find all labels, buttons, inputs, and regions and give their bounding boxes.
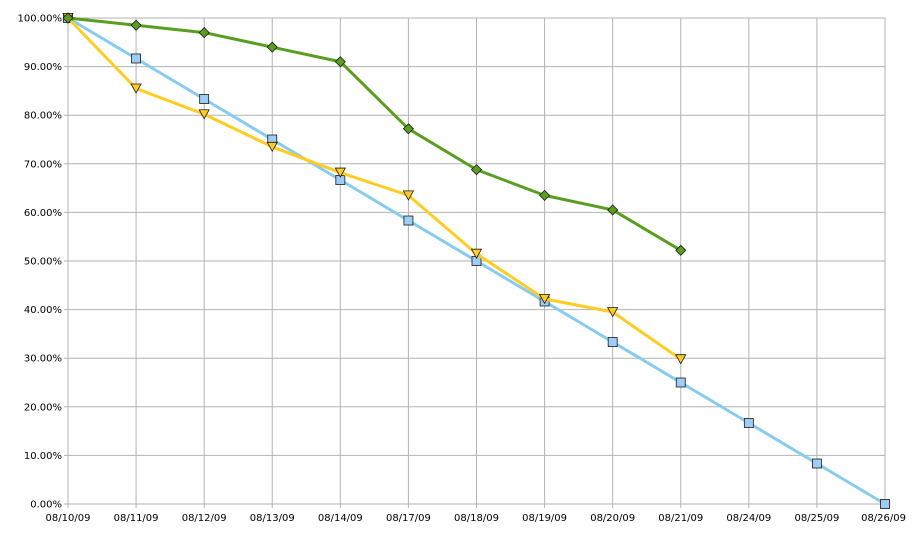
y-tick-label: 90.00% (24, 62, 62, 73)
diamond-marker (402, 123, 414, 135)
y-tick-label: 30.00% (24, 354, 62, 365)
triangle-marker (606, 307, 619, 318)
diamond-marker (130, 19, 142, 31)
square-marker (199, 94, 210, 104)
series-2 (62, 13, 687, 365)
y-tick-label: 100.00% (18, 14, 63, 25)
y-tick-label: 50.00% (24, 257, 62, 268)
y-tick-label: 60.00% (24, 208, 62, 219)
x-tick-label: 08/13/09 (250, 513, 295, 524)
x-tick-label: 08/18/09 (454, 513, 499, 524)
square-marker (743, 418, 754, 428)
x-tick-label: 08/24/09 (726, 513, 771, 524)
diamond-marker (539, 189, 551, 201)
square-marker (607, 337, 618, 347)
triangle-marker (538, 294, 551, 305)
triangle-marker (266, 141, 278, 153)
diamond-marker (334, 56, 346, 68)
diamond-marker (675, 244, 687, 256)
x-tick-label: 08/21/09 (658, 513, 703, 524)
y-tick-label: 0.00% (30, 500, 62, 511)
y-tick-label: 40.00% (24, 305, 62, 316)
x-tick-label: 08/10/09 (46, 513, 91, 524)
series-2-line (66, 16, 683, 361)
x-tick-label: 08/25/09 (794, 513, 839, 524)
y-tick-label: 10.00% (24, 451, 62, 462)
series-3 (62, 12, 687, 256)
x-tick-label: 08/11/09 (114, 513, 159, 524)
plot-frame (67, 17, 886, 505)
x-tick-label: 08/14/09 (318, 513, 363, 524)
series-3-line (66, 16, 683, 252)
x-tick-label: 08/20/09 (590, 513, 635, 524)
x-tick-label: 08/12/09 (182, 513, 227, 524)
triangle-marker (675, 354, 687, 365)
square-marker (403, 215, 414, 226)
axes (64, 17, 886, 508)
series-group (62, 12, 890, 509)
x-tick-label: 08/26/09 (861, 513, 906, 524)
x-tick-label: 08/17/09 (386, 513, 431, 524)
y-tick-label: 20.00% (24, 402, 62, 413)
x-tick-labels: 08/10/09 08/11/09 08/12/09 08/13/09 08/14/09… (46, 513, 906, 524)
triangle-marker (334, 167, 347, 178)
diamond-marker (470, 164, 483, 176)
diamond-marker (266, 41, 278, 53)
triangle-marker (130, 83, 142, 94)
triangle-marker (198, 109, 210, 120)
diamond-marker (198, 27, 210, 39)
y-tick-label: 70.00% (24, 159, 62, 170)
square-marker (131, 53, 141, 64)
square-marker (812, 458, 822, 469)
y-tick-label: 80.00% (24, 111, 62, 122)
x-tick-label: 08/19/09 (522, 513, 567, 524)
triangle-marker (470, 248, 483, 260)
triangle-marker (402, 190, 415, 201)
diamond-marker (607, 204, 619, 216)
square-marker (675, 377, 686, 388)
y-tick-labels: 0.00% 10.00% 20.00% 30.00% 40.00% 50.00% 60.00… (18, 14, 63, 511)
diamond-marker (62, 12, 74, 24)
square-marker (880, 499, 890, 509)
